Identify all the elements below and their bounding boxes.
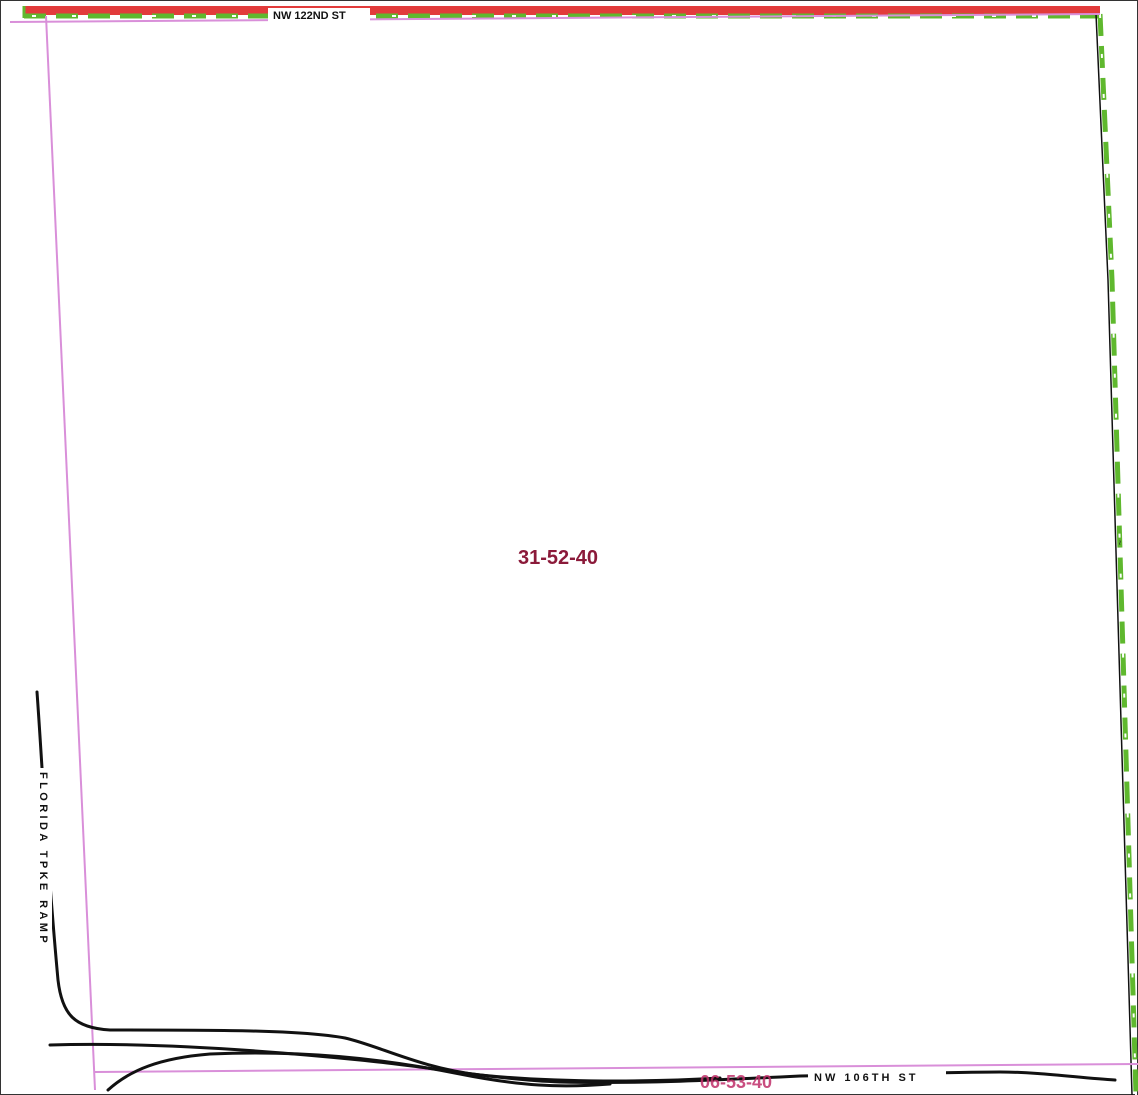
- svg-text:NW 106TH ST: NW 106TH ST: [814, 1072, 919, 1084]
- east-row-highlight: ~: [1095, 13, 1138, 1095]
- svg-text:NW 122ND ST: NW 122ND ST: [273, 10, 346, 22]
- road-label-south: NW 106TH ST: [808, 1069, 946, 1085]
- ramp-connector-line: [106, 1051, 612, 1092]
- adjacent-section-label: 06-53-40: [700, 1072, 772, 1092]
- svg-text:FLORIDA TPKE RAMP: FLORIDA TPKE RAMP: [37, 772, 49, 946]
- road-label-north: NW 122ND ST: [268, 8, 370, 22]
- east-road-mark: ~: [1115, 540, 1125, 545]
- section-lines: [9, 13, 1138, 1091]
- road-label-ramp: FLORIDA TPKE RAMP: [37, 768, 52, 980]
- section-label: 31-52-40: [518, 547, 598, 569]
